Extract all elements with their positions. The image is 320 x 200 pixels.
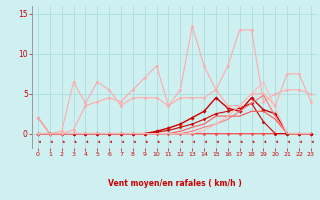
Text: Vent moyen/en rafales ( km/h ): Vent moyen/en rafales ( km/h ) <box>108 179 241 188</box>
